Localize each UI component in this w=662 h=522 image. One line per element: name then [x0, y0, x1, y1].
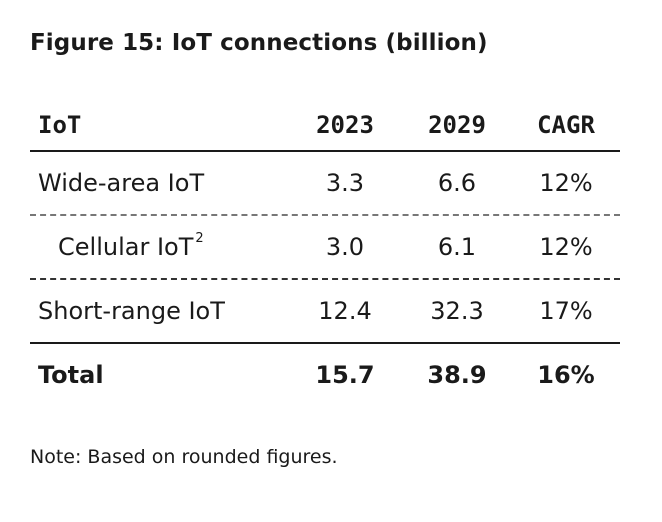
- cell-2029: 38.9: [427, 361, 487, 389]
- table-row-total: Total 15.7 38.9 16%: [30, 344, 620, 406]
- row-label: Cellular IoT 2: [58, 231, 204, 261]
- table-row-short-range: Short-range IoT 12.4 32.3 17%: [30, 280, 620, 342]
- table-note: Note: Based on rounded figures.: [30, 446, 338, 468]
- row-label: Wide-area IoT: [38, 169, 205, 197]
- header-2023: 2023: [316, 111, 374, 139]
- cell-2023: 3.0: [325, 233, 365, 261]
- row-label: Total: [38, 361, 104, 389]
- total-divider: [30, 342, 620, 344]
- row-label: Short-range IoT: [38, 297, 225, 325]
- cell-2029: 6.1: [437, 233, 477, 261]
- header-iot: IoT: [38, 111, 82, 139]
- header-divider: [30, 150, 620, 152]
- cell-2029: 6.6: [437, 169, 477, 197]
- row-divider-dashed: [30, 278, 620, 280]
- cell-2023: 15.7: [315, 361, 375, 389]
- cell-cagr: 12%: [539, 233, 593, 261]
- table-header-row: IoT 2023 2029 CAGR: [30, 100, 620, 150]
- header-cagr: CAGR: [537, 111, 595, 139]
- cell-2023: 3.3: [325, 169, 365, 197]
- row-divider-dashed: [30, 214, 620, 216]
- cell-2023: 12.4: [318, 297, 372, 325]
- table-row-cellular: Cellular IoT 2 3.0 6.1 12%: [30, 216, 620, 278]
- cell-2029: 32.3: [430, 297, 484, 325]
- cell-cagr: 12%: [539, 169, 593, 197]
- figure-title: Figure 15: IoT connections (billion): [30, 30, 488, 56]
- table-row-wide-area: Wide-area IoT 3.3 6.6 12%: [30, 152, 620, 214]
- iot-connections-table: IoT 2023 2029 CAGR Wide-area IoT 3.3 6.6…: [30, 100, 620, 406]
- footnote-marker: 2: [195, 231, 204, 246]
- header-2029: 2029: [428, 111, 486, 139]
- cell-cagr: 16%: [537, 361, 595, 389]
- cell-cagr: 17%: [539, 297, 593, 325]
